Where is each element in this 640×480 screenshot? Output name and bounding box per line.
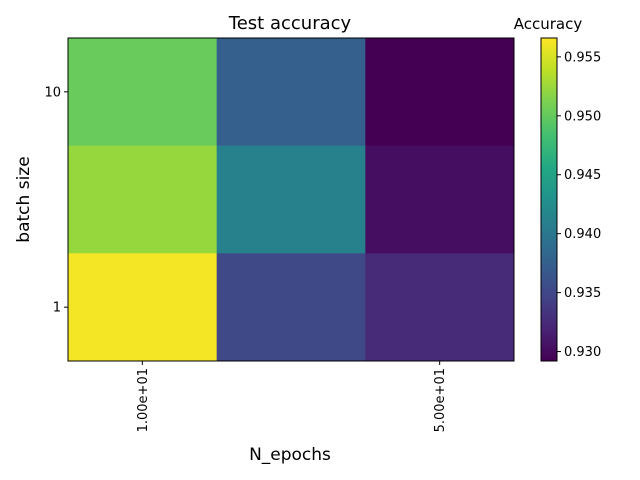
x-axis-ticks: 1.00e+01 5.00e+01 [136, 361, 448, 432]
colorbar-tick-label: 0.955 [564, 50, 601, 65]
heatmap-cell [216, 253, 366, 362]
x-axis-label: N_epochs [249, 445, 331, 465]
y-axis-ticks: 10 1 [44, 85, 68, 316]
heatmap-cell [68, 145, 218, 254]
plot-frame [67, 37, 515, 362]
heatmap-cell [365, 253, 515, 362]
heatmap-cells [68, 38, 515, 362]
colorbar-label: Accuracy [514, 15, 583, 33]
heatmap-cell [365, 38, 515, 147]
heatmap-cell [216, 145, 366, 254]
y-tick-label: 1 [53, 301, 61, 316]
heatmap-cell [68, 38, 218, 147]
y-axis-label: batch size [14, 156, 34, 242]
chart-title: Test accuracy [228, 13, 352, 34]
heatmap-cell [68, 253, 218, 362]
colorbar-tick-label: 0.940 [564, 227, 601, 242]
x-tick-label: 5.00e+01 [433, 368, 448, 432]
colorbar-gradient [540, 37, 558, 362]
colorbar-tick-label: 0.945 [564, 168, 601, 183]
y-tick-label: 10 [44, 85, 61, 100]
heatmap-cell [216, 38, 366, 147]
colorbar: 0.930 0.935 0.940 0.945 0.950 0.955 [540, 37, 601, 362]
colorbar-tick-label: 0.950 [564, 109, 601, 124]
colorbar-tick-label: 0.930 [564, 345, 601, 360]
colorbar-tick-label: 0.935 [564, 286, 601, 301]
heatmap-cell [365, 145, 515, 254]
x-tick-label: 1.00e+01 [136, 368, 151, 432]
